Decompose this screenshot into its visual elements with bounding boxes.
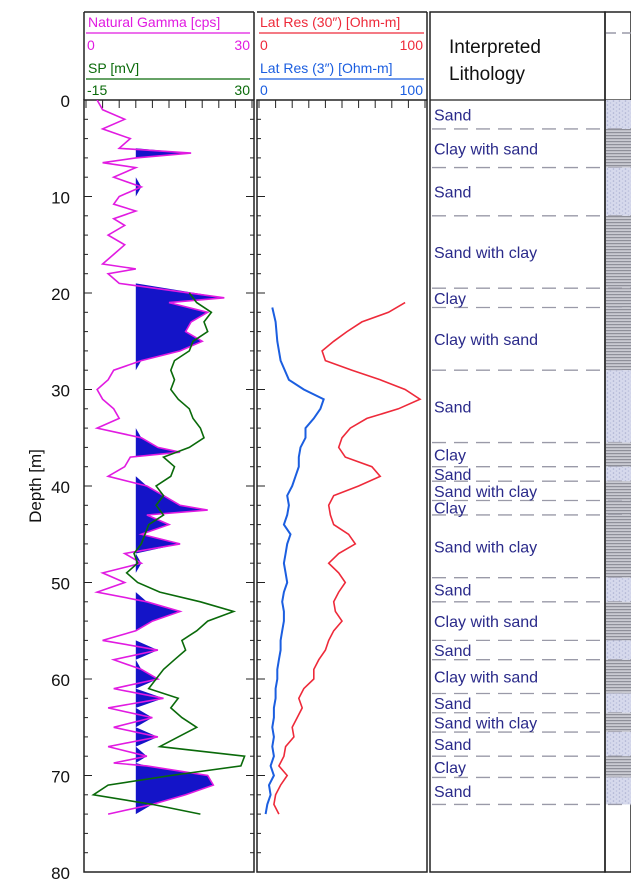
lithology-label: Sand	[434, 185, 471, 202]
lithology-label: Sand	[434, 737, 471, 754]
track4-frame	[604, 11, 631, 873]
lithology-label: Sand with clay	[434, 539, 537, 556]
gamma-label: Natural Gamma [cps]	[88, 14, 220, 30]
lithology-label: Clay with sand	[434, 332, 538, 349]
y-tick-label: 10	[51, 189, 70, 208]
lithology-pattern-clay	[606, 128, 631, 168]
gamma-curve	[94, 100, 225, 815]
res30-curve	[273, 301, 422, 815]
lithology-label: Sand with clay	[434, 484, 537, 501]
res30-scale-min: 0	[260, 37, 268, 53]
y-tick-label: 30	[51, 382, 70, 401]
lithology-label: Sand with clay	[434, 715, 537, 732]
y-tick-label: 80	[51, 864, 70, 879]
y-tick-label: 40	[51, 478, 70, 497]
sp-scale-min: -15	[87, 82, 107, 98]
res3-scale-min: 0	[260, 82, 268, 98]
lithology-pattern-clay	[606, 500, 631, 515]
lithology-label: Sand with clay	[434, 245, 537, 262]
lithology-label: Sand	[434, 696, 471, 713]
axis-ticks-layer: 0 10 20 30 40 50 60 70 80	[51, 92, 426, 879]
lithology-pattern-clay	[606, 481, 631, 501]
y-tick-label: 70	[51, 768, 70, 787]
lithology-pattern-clay	[606, 601, 631, 641]
gamma-shaded-fill	[135, 100, 225, 815]
lithology-label: Sand	[434, 399, 471, 416]
track1-curves-layer	[91, 100, 246, 815]
sp-label: SP [mV]	[88, 60, 139, 76]
lithology-pattern-clay	[606, 307, 631, 371]
y-axis-label: Depth [m]	[26, 449, 45, 523]
res3-label: Lat Res (3″) [Ohm-m]	[260, 60, 393, 76]
lithology-label: Clay with sand	[434, 141, 538, 158]
lithology-pattern-clay	[606, 288, 631, 308]
lithology-pattern-sand	[606, 693, 631, 713]
lithology-pattern-clay	[606, 712, 631, 733]
lithology-pattern-sand	[606, 370, 631, 443]
lithology-pattern-sand	[606, 577, 631, 602]
lithology-pattern-clay	[606, 215, 631, 289]
gamma-scale-max: 30	[234, 37, 250, 53]
lithology-label: Clay with sand	[434, 670, 538, 687]
lithology-label: Clay	[434, 760, 466, 777]
gamma-scale-min: 0	[87, 37, 95, 53]
res30-label: Lat Res (30″) [Ohm-m]	[260, 14, 400, 30]
lithology-label: Clay with sand	[434, 614, 538, 631]
res3-scale-max: 100	[400, 82, 424, 98]
lithology-label: Clay	[434, 291, 466, 308]
lithology-pattern-sand	[606, 777, 631, 805]
lithology-pattern-clay	[606, 756, 631, 778]
y-tick-label: 60	[51, 671, 70, 690]
lithology-pattern-sand	[606, 640, 631, 660]
lithology-title-line1: Interpreted	[449, 37, 541, 58]
lithology-label: Sand	[434, 643, 471, 660]
y-tick-label: 0	[61, 92, 70, 111]
lithology-pattern-sand	[606, 732, 631, 757]
sp-scale-max: 30	[234, 82, 250, 98]
lithology-label: Sand	[434, 107, 471, 124]
lithology-pattern-sand	[606, 466, 631, 482]
track2-frame	[256, 99, 428, 873]
track2-curves-layer	[264, 301, 422, 815]
lithology-label: Clay	[434, 448, 466, 465]
y-tick-label: 20	[51, 285, 70, 304]
res30-scale-max: 100	[400, 37, 424, 53]
lithology-pattern-sand	[606, 100, 631, 129]
lithology-pattern-clay	[606, 442, 631, 467]
lithology-pattern-clay	[606, 659, 631, 694]
y-tick-label: 50	[51, 575, 70, 594]
lithology-label: Clay	[434, 501, 466, 518]
sp-curve	[91, 292, 246, 815]
lithology-pattern-clay	[606, 514, 631, 578]
lithology-label: Sand	[434, 583, 471, 600]
lithology-label: Sand	[434, 467, 471, 484]
lithology-title-line2: Lithology	[449, 64, 526, 85]
lithology-pattern-sand	[606, 167, 631, 216]
track1-frame	[83, 99, 255, 873]
res3-curve	[264, 307, 325, 815]
lithology-label: Sand	[434, 784, 471, 801]
